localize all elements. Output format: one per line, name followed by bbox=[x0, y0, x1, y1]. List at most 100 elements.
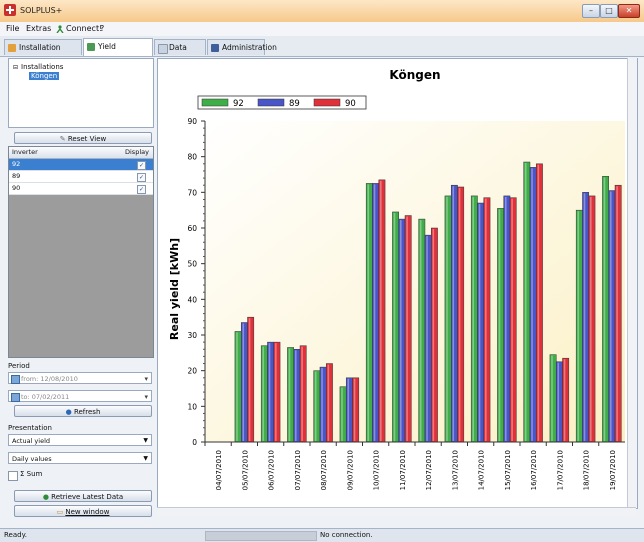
presentation-label: Presentation bbox=[8, 424, 52, 432]
reset-view-button[interactable]: ✎ Reset View bbox=[14, 132, 152, 144]
bar-92 bbox=[234, 331, 242, 443]
display-column-header[interactable]: Display bbox=[125, 148, 149, 156]
y-tick-label: 20 bbox=[187, 367, 197, 376]
y-axis: 0 10 20 30 40 50 60 70 80 90 bbox=[187, 117, 206, 447]
bar-highlight bbox=[353, 378, 356, 441]
chart-title: Köngen bbox=[389, 68, 440, 82]
bar-90 bbox=[352, 377, 360, 443]
y-tick-label: 80 bbox=[187, 153, 197, 162]
bar-89 bbox=[319, 366, 327, 443]
bar-92 bbox=[418, 218, 426, 443]
inverter-column-header[interactable]: Inverter bbox=[12, 148, 38, 156]
logger-icon bbox=[158, 44, 168, 54]
minimize-button[interactable]: – bbox=[582, 4, 600, 18]
refresh-button[interactable]: ● Refresh bbox=[14, 405, 152, 417]
bar-89 bbox=[477, 202, 485, 443]
bar-highlight bbox=[498, 209, 501, 441]
x-axis: 04/07/2010 05/07/2010 06/07/2010 07/07/2010… bbox=[204, 441, 625, 490]
menu-help[interactable]: ? bbox=[100, 24, 105, 33]
retrieve-latest-data-button[interactable]: ● Retrieve Latest Data bbox=[14, 490, 152, 502]
tab-data-logger[interactable]: Data Logger bbox=[154, 39, 206, 68]
inverter-table-header: Inverter Display bbox=[9, 147, 153, 159]
calendar-icon bbox=[11, 375, 20, 384]
bar-highlight bbox=[609, 191, 612, 441]
retrieve-label: Retrieve Latest Data bbox=[51, 493, 124, 501]
bar-92 bbox=[392, 211, 399, 443]
chevron-down-icon: ▼ bbox=[143, 437, 148, 444]
bar-89 bbox=[608, 190, 616, 443]
close-button[interactable]: ✕ bbox=[618, 4, 640, 18]
display-checkbox[interactable]: ✓ bbox=[137, 161, 146, 170]
menu-file[interactable]: File bbox=[6, 24, 20, 33]
tab-installation-survey[interactable]: Installation Survey bbox=[4, 39, 82, 68]
bar-92 bbox=[602, 176, 609, 443]
y-tick-label: 30 bbox=[187, 331, 197, 340]
to-date-value: to: 07/02/2011 bbox=[21, 393, 70, 401]
presentation-value: Actual yield bbox=[12, 437, 51, 445]
bar-highlight bbox=[432, 229, 435, 441]
bar-92 bbox=[575, 209, 583, 443]
inverter-row-92[interactable]: 92 ✓ bbox=[9, 159, 153, 171]
bar-highlight bbox=[472, 196, 475, 441]
bar-90 bbox=[588, 195, 596, 443]
menu-extras[interactable]: Extras bbox=[26, 24, 52, 33]
date-dropdown-icon[interactable]: ▾ bbox=[144, 393, 148, 401]
vertical-scrollbar[interactable] bbox=[627, 58, 637, 507]
tab-bar: Installation Survey Yield Monitoring Dat… bbox=[0, 36, 644, 68]
inverter-name: 90 bbox=[12, 184, 21, 192]
x-tick-label: 05/07/2010 bbox=[241, 450, 249, 490]
refresh-icon: ● bbox=[65, 408, 74, 416]
inverter-row-89[interactable]: 89 ✓ bbox=[9, 171, 153, 183]
date-dropdown-icon[interactable]: ▾ bbox=[144, 375, 148, 383]
menu-connect[interactable]: Connect! bbox=[66, 24, 103, 33]
bar-89 bbox=[424, 234, 432, 443]
x-tick-label: 07/07/2010 bbox=[294, 450, 302, 490]
bar-highlight bbox=[504, 196, 507, 441]
bar-highlight bbox=[314, 371, 317, 441]
yield-bar-chart: Köngen Real yield [kWh] 92 89 90 0 10 20 30 40… bbox=[158, 59, 628, 508]
x-tick-label: 17/07/2010 bbox=[556, 450, 564, 490]
bar-89 bbox=[372, 183, 380, 443]
chart-panel: Köngen Real yield [kWh] 92 89 90 0 10 20 30 40… bbox=[157, 58, 638, 509]
y-tick-label: 90 bbox=[187, 117, 197, 126]
bar-highlight bbox=[524, 163, 527, 441]
bar-90 bbox=[457, 186, 465, 443]
bar-highlight bbox=[446, 196, 448, 441]
display-checkbox[interactable]: ✓ bbox=[137, 185, 146, 194]
retrieve-icon: ● bbox=[42, 493, 52, 501]
display-checkbox[interactable]: ✓ bbox=[137, 173, 146, 182]
inverter-table: Inverter Display 92 ✓ 89 ✓ 90 ✓ bbox=[8, 146, 154, 358]
presentation-select[interactable]: Actual yield ▼ bbox=[8, 434, 152, 446]
installation-tree[interactable]: ⊟ Installations Köngen bbox=[8, 58, 154, 128]
inverter-row-90[interactable]: 90 ✓ bbox=[9, 183, 153, 195]
horizontal-scrollbar[interactable] bbox=[157, 507, 636, 516]
bar-highlight bbox=[426, 236, 428, 441]
bar-89 bbox=[582, 192, 590, 443]
tree-item-koengen[interactable]: Köngen bbox=[29, 72, 60, 80]
bar-89 bbox=[267, 341, 275, 443]
legend-swatch-90 bbox=[313, 98, 341, 107]
tab-yield-monitoring[interactable]: Yield Monitoring bbox=[83, 38, 153, 67]
survey-icon bbox=[8, 44, 16, 52]
x-tick-label: 19/07/2010 bbox=[609, 450, 617, 490]
new-window-label: New window bbox=[65, 508, 110, 516]
tree-root[interactable]: Installations bbox=[21, 63, 64, 71]
tab-administration[interactable]: Administration bbox=[207, 39, 277, 55]
bar-highlight bbox=[275, 343, 277, 441]
sum-label: Σ Sum bbox=[20, 470, 42, 478]
maximize-button[interactable]: □ bbox=[600, 4, 618, 18]
sum-checkbox[interactable] bbox=[8, 471, 18, 481]
collapse-icon[interactable]: ⊟ bbox=[13, 64, 19, 71]
calendar-icon bbox=[11, 393, 20, 402]
bar-highlight bbox=[485, 198, 487, 441]
bar-highlight bbox=[406, 216, 408, 441]
new-window-button[interactable]: ▭ New window bbox=[14, 505, 152, 517]
bar-highlight bbox=[590, 196, 592, 441]
x-tick-label: 18/07/2010 bbox=[583, 450, 591, 490]
bar-highlight bbox=[563, 359, 566, 441]
x-tick-label: 12/07/2010 bbox=[425, 450, 433, 490]
to-date-field[interactable]: to: 07/02/2011 ▾ bbox=[8, 390, 152, 402]
x-tick-label: 11/07/2010 bbox=[399, 450, 407, 490]
from-date-field[interactable]: from: 12/08/2010 ▾ bbox=[8, 372, 152, 384]
interval-select[interactable]: Daily values ▼ bbox=[8, 452, 152, 464]
